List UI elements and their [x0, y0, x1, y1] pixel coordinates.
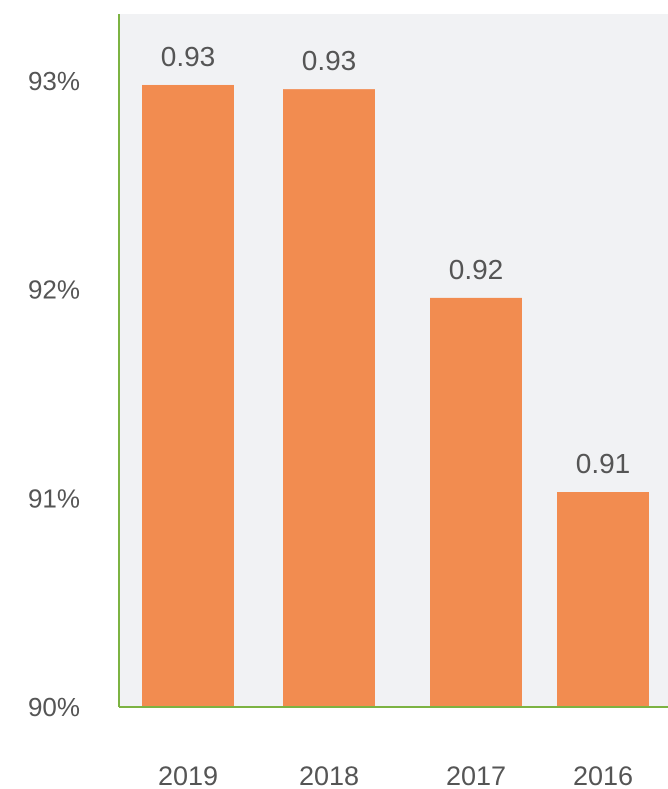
y-tick-label: 90%: [28, 692, 80, 722]
x-tick-label-2016: 2016: [573, 761, 633, 789]
bar-2018: [283, 89, 375, 707]
bar-group: [142, 84, 649, 708]
y-tick-label: 92%: [28, 275, 80, 305]
x-tick-label-2018: 2018: [299, 761, 359, 789]
data-label-2016: 0.91: [576, 448, 631, 479]
y-tick-label: 91%: [28, 483, 80, 513]
bar-2019: [142, 84, 234, 708]
data-label-2017: 0.92: [449, 254, 504, 285]
x-tick-label-2019: 2019: [158, 761, 218, 789]
data-label-2018: 0.93: [302, 45, 357, 76]
data-label-group: 0.93 0.93 0.92 0.91: [161, 41, 631, 479]
data-label-2019: 0.93: [161, 41, 216, 72]
bar-2016: [557, 492, 649, 707]
bar-2017: [430, 297, 522, 707]
x-tick-label-group: 2019 2018 2017 2016: [158, 761, 633, 789]
y-tick-label: 93%: [28, 66, 80, 96]
x-tick-label-2017: 2017: [446, 761, 506, 789]
y-tick-label-group: 90% 91% 92% 93%: [28, 66, 80, 722]
